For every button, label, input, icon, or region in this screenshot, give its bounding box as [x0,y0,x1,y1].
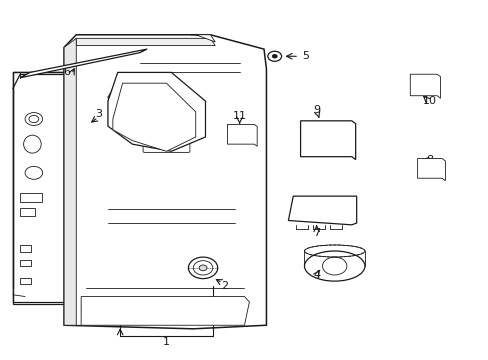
Bar [303,125,312,137]
Text: 6: 6 [63,67,70,77]
Bar [339,125,348,137]
Polygon shape [64,35,266,329]
Bar [320,199,341,219]
Bar [327,139,348,153]
Polygon shape [288,196,356,225]
Bar [419,161,429,176]
Bar [20,193,42,202]
Bar [303,139,325,153]
Text: 1: 1 [163,337,170,347]
Bar [81,302,87,313]
Text: 4: 4 [312,270,320,280]
Polygon shape [300,121,355,159]
Polygon shape [20,49,147,78]
Bar [293,199,315,219]
Polygon shape [190,35,215,42]
Polygon shape [64,39,76,325]
Bar [315,125,325,137]
Polygon shape [409,74,440,98]
Bar [144,114,163,134]
Bar [242,128,251,141]
Circle shape [199,265,206,271]
Bar [20,245,31,252]
Bar [430,161,440,176]
Bar [20,278,31,284]
Text: 9: 9 [312,105,320,115]
Polygon shape [227,125,257,146]
Text: 11: 11 [232,111,246,121]
Bar [20,260,31,266]
Text: 5: 5 [302,51,308,61]
Text: 8: 8 [426,155,432,165]
Text: 2: 2 [221,281,228,291]
Polygon shape [113,83,195,151]
Polygon shape [108,72,205,151]
FancyBboxPatch shape [143,136,189,152]
Polygon shape [13,72,66,304]
Polygon shape [417,158,445,181]
Text: 10: 10 [422,96,436,106]
Bar [327,125,336,137]
Text: 3: 3 [95,109,102,119]
FancyBboxPatch shape [137,108,195,139]
Polygon shape [81,297,249,325]
Bar [229,128,239,141]
Circle shape [272,54,277,58]
Polygon shape [13,72,66,302]
Bar [412,77,423,94]
Bar [168,114,188,134]
Polygon shape [76,39,215,45]
Bar [424,77,435,94]
Bar [20,208,35,216]
Text: 7: 7 [312,228,320,238]
